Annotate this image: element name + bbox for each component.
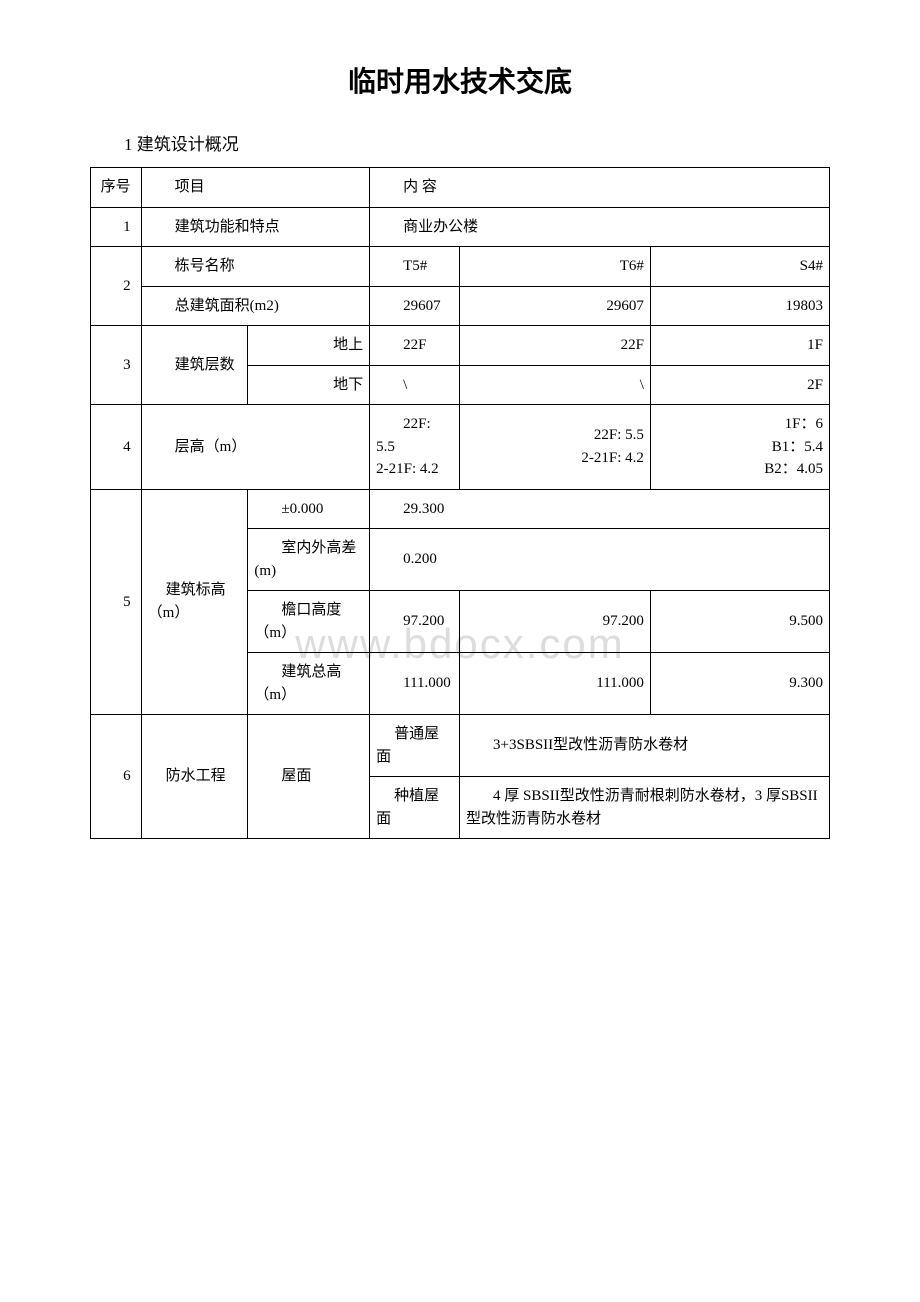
cell-value: S4# (650, 247, 829, 287)
cell-subitem: 室内外高差(m) (248, 529, 370, 591)
table-row: 6 防水工程 屋面 普通屋面 3+3SBSII型改性沥青防水卷材 (91, 715, 830, 777)
cell-value: T6# (460, 247, 651, 287)
cell-item: 总建筑面积(m2) (141, 286, 369, 326)
table-row: 1 建筑功能和特点 商业办公楼 (91, 207, 830, 247)
table-row: 总建筑面积(m2) 29607 29607 19803 (91, 286, 830, 326)
cell-subitem: 种植屋面 (370, 777, 460, 839)
cell-value: 22F: 5.5 2-21F: 4.2 (370, 405, 460, 490)
cell-value: 22F: 5.5 2-21F: 4.2 (460, 405, 651, 490)
cell-value: 97.200 (460, 591, 651, 653)
cell-value: T5# (370, 247, 460, 287)
header-content: 内 容 (370, 168, 830, 208)
cell-idx: 3 (91, 326, 142, 405)
cell-value: 97.200 (370, 591, 460, 653)
cell-item: 建筑标高（m） (141, 489, 248, 715)
cell-idx: 1 (91, 207, 142, 247)
cell-value: 19803 (650, 286, 829, 326)
cell-subitem: 地上 (248, 326, 370, 366)
cell-subitem: 檐口高度（m） (248, 591, 370, 653)
cell-subitem: 普通屋面 (370, 715, 460, 777)
section-header: 1 建筑设计概况 (90, 130, 830, 155)
cell-value: \ (460, 365, 651, 405)
cell-item: 建筑功能和特点 (141, 207, 369, 247)
cell-item: 防水工程 (141, 715, 248, 839)
cell-item: 层高（m） (141, 405, 369, 490)
table-row: 4 层高（m） 22F: 5.5 2-21F: 4.2 22F: 5.5 2-2… (91, 405, 830, 490)
cell-value: 29607 (460, 286, 651, 326)
cell-idx: 6 (91, 715, 142, 839)
page-title: 临时用水技术交底 (90, 60, 830, 100)
cell-value: 4 厚 SBSII型改性沥青耐根刺防水卷材，3 厚SBSII型改性沥青防水卷材 (460, 777, 830, 839)
header-seq: 序号 (91, 168, 142, 208)
cell-value: 22F (370, 326, 460, 366)
cell-value: 111.000 (460, 653, 651, 715)
cell-idx: 4 (91, 405, 142, 490)
cell-value: 29.300 (370, 489, 830, 529)
cell-value: 2F (650, 365, 829, 405)
table-header-row: 序号 项目 内 容 (91, 168, 830, 208)
cell-value: 22F (460, 326, 651, 366)
cell-subitem: ±0.000 (248, 489, 370, 529)
cell-value: 3+3SBSII型改性沥青防水卷材 (460, 715, 830, 777)
cell-value: 29607 (370, 286, 460, 326)
cell-value: 1F (650, 326, 829, 366)
cell-idx: 5 (91, 489, 142, 715)
cell-value: 1F：6 B1：5.4 B2：4.05 (650, 405, 829, 490)
cell-value: 111.000 (370, 653, 460, 715)
cell-subitem: 建筑总高（m） (248, 653, 370, 715)
overview-table: 序号 项目 内 容 1 建筑功能和特点 商业办公楼 2 栋号名称 T5# T6#… (90, 167, 830, 839)
cell-subitem: 地下 (248, 365, 370, 405)
cell-value: 9.300 (650, 653, 829, 715)
cell-item: 栋号名称 (141, 247, 369, 287)
table-row: 3 建筑层数 地上 22F 22F 1F (91, 326, 830, 366)
cell-item: 建筑层数 (141, 326, 248, 405)
cell-value: 9.500 (650, 591, 829, 653)
cell-content: 商业办公楼 (370, 207, 830, 247)
cell-value: 0.200 (370, 529, 830, 591)
cell-subitem: 屋面 (248, 715, 370, 839)
cell-value: \ (370, 365, 460, 405)
header-item: 项目 (141, 168, 369, 208)
table-row: 5 建筑标高（m） ±0.000 29.300 (91, 489, 830, 529)
cell-idx: 2 (91, 247, 142, 326)
table-row: 2 栋号名称 T5# T6# S4# (91, 247, 830, 287)
